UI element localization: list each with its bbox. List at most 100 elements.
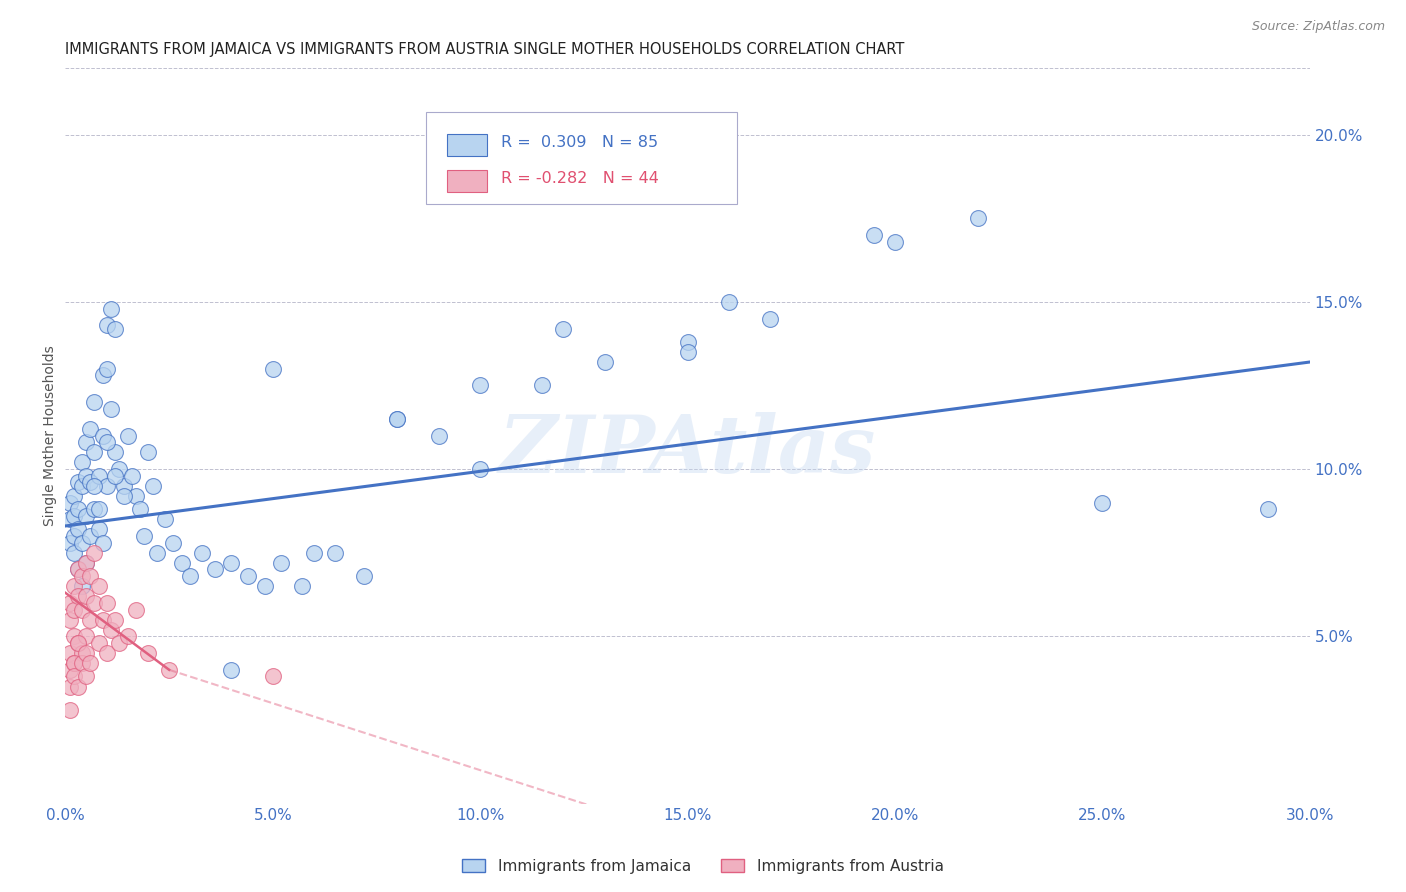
Point [134, 529, 156, 543]
Point [100, 623, 122, 637]
Point [100, 301, 122, 316]
Point [70, 569, 93, 583]
Point [62, 669, 84, 683]
Point [83, 502, 105, 516]
Point [59, 646, 82, 660]
Point [91, 428, 114, 442]
Point [66, 636, 89, 650]
Point [145, 546, 167, 560]
Point [96, 318, 118, 333]
Point [1091, 495, 1114, 509]
Point [79, 569, 101, 583]
Point [75, 646, 97, 660]
Legend: Immigrants from Jamaica, Immigrants from Austria: Immigrants from Jamaica, Immigrants from… [457, 853, 949, 880]
Point [96, 646, 118, 660]
Point [66, 680, 89, 694]
Point [83, 596, 105, 610]
Point [62, 656, 84, 670]
Point [104, 321, 127, 335]
Point [162, 535, 184, 549]
Point [70, 479, 93, 493]
Point [108, 462, 131, 476]
Point [179, 569, 201, 583]
Point [883, 235, 905, 249]
Point [59, 663, 82, 677]
Point [70, 455, 93, 469]
Point [204, 562, 226, 576]
Point [759, 311, 782, 326]
Point [83, 479, 105, 493]
Point [100, 401, 122, 416]
Point [104, 468, 127, 483]
Point [531, 378, 554, 392]
Text: R = -0.282   N = 44: R = -0.282 N = 44 [501, 171, 659, 186]
Point [104, 445, 127, 459]
Point [70, 535, 93, 549]
Point [66, 562, 89, 576]
Text: IMMIGRANTS FROM JAMAICA VS IMMIGRANTS FROM AUSTRIA SINGLE MOTHER HOUSEHOLDS CORR: IMMIGRANTS FROM JAMAICA VS IMMIGRANTS FR… [66, 42, 905, 57]
Point [236, 569, 259, 583]
Point [75, 468, 97, 483]
Point [62, 602, 84, 616]
Point [138, 445, 160, 459]
Point [79, 613, 101, 627]
Text: Source: ZipAtlas.com: Source: ZipAtlas.com [1251, 20, 1385, 33]
Point [387, 412, 409, 426]
Point [62, 546, 84, 560]
Point [112, 489, 135, 503]
Point [323, 546, 346, 560]
Point [66, 562, 89, 576]
Point [153, 512, 176, 526]
Point [59, 680, 82, 694]
Point [87, 636, 110, 650]
Point [75, 435, 97, 450]
Point [270, 556, 292, 570]
Point [304, 546, 326, 560]
Point [157, 663, 180, 677]
Point [59, 495, 82, 509]
Point [83, 395, 105, 409]
Point [1257, 502, 1279, 516]
Point [470, 378, 492, 392]
Point [96, 435, 118, 450]
Point [221, 663, 243, 677]
Point [112, 479, 135, 493]
Point [96, 361, 118, 376]
Point [59, 512, 82, 526]
Point [387, 412, 409, 426]
Point [66, 636, 89, 650]
Point [141, 479, 163, 493]
Point [253, 579, 276, 593]
Point [221, 556, 243, 570]
Point [553, 321, 575, 335]
Point [59, 703, 82, 717]
Point [87, 579, 110, 593]
Point [62, 489, 84, 503]
Point [966, 211, 988, 226]
Point [191, 546, 214, 560]
Point [75, 508, 97, 523]
Point [79, 656, 101, 670]
Point [83, 445, 105, 459]
Point [75, 669, 97, 683]
Point [91, 368, 114, 383]
Point [59, 613, 82, 627]
Point [676, 345, 699, 359]
Point [676, 334, 699, 349]
Point [79, 529, 101, 543]
Point [66, 475, 89, 490]
Point [59, 535, 82, 549]
FancyBboxPatch shape [426, 112, 737, 203]
FancyBboxPatch shape [447, 134, 488, 156]
Point [427, 428, 450, 442]
Point [117, 428, 139, 442]
Point [70, 646, 93, 660]
Point [62, 579, 84, 593]
Point [129, 502, 152, 516]
Point [470, 462, 492, 476]
Point [75, 629, 97, 643]
Point [262, 361, 284, 376]
Point [863, 227, 886, 242]
Point [87, 468, 110, 483]
Y-axis label: Single Mother Households: Single Mother Households [44, 345, 58, 526]
